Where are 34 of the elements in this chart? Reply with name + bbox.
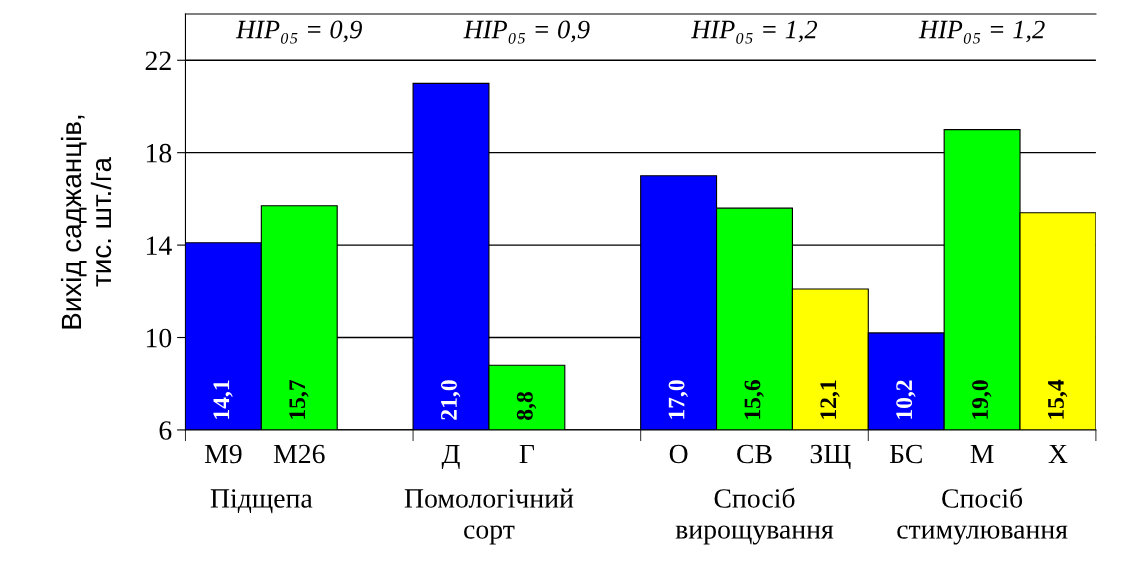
y-axis-title: Вихід саджанців, тис. шт./га	[60, 115, 112, 329]
y-tick-label: 10	[146, 328, 172, 348]
data-label: 15,7	[289, 379, 309, 419]
data-label: 10,2	[896, 380, 916, 419]
data-label: 17,0	[668, 380, 688, 419]
data-label: 21,0	[440, 380, 461, 420]
data-label: 19,0	[972, 380, 992, 419]
x-tick-label: М26	[273, 444, 325, 464]
annotation: НІР₀₅ = 1,2	[691, 20, 818, 44]
annotation: НІР₀₅ = 1,2	[918, 20, 1045, 44]
y-tick-label: 6	[159, 421, 172, 440]
text: Спосіб стимулювання	[897, 487, 1068, 545]
text: Підщепа	[210, 489, 313, 514]
x-tick-label: Х	[1048, 444, 1068, 464]
x-tick-label: М	[970, 444, 994, 464]
x-tick-label: О	[669, 444, 688, 464]
x-tick-label: СВ	[737, 444, 772, 464]
y-tick-label: 22	[145, 51, 171, 70]
text: Помологічний сорт	[404, 488, 574, 545]
x-tick-label: М9	[204, 444, 242, 464]
x-tick-label: ЗЩ	[810, 444, 851, 470]
annotation: НІР₀₅ = 0,9	[463, 20, 590, 44]
data-label: 12,1	[820, 380, 840, 419]
x-tick-label: Г	[519, 444, 535, 464]
x-tick-label: БС	[889, 444, 922, 464]
x-tick-label: Д	[441, 444, 460, 470]
data-label: 15,6	[744, 380, 764, 419]
annotation: НІР₀₅ = 0,9	[235, 20, 362, 44]
y-tick-label: 18	[146, 143, 172, 163]
data-label: 8,8	[516, 391, 537, 420]
text: Спосіб вирощування	[675, 487, 834, 545]
data-label: 15,4	[1048, 379, 1068, 419]
y-tick-label: 14	[146, 236, 172, 255]
data-label: 14,1	[213, 380, 233, 419]
